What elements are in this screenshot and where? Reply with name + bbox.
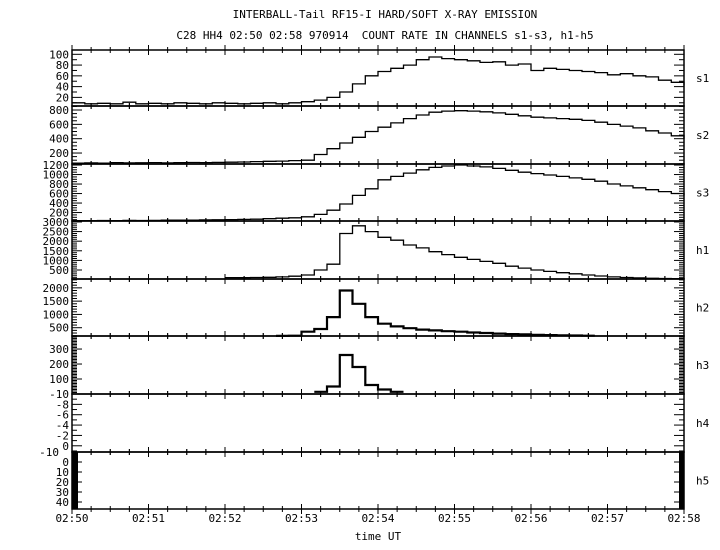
y-tick-label-s3: 200 bbox=[49, 207, 69, 220]
y-tick-label-h4: -6 bbox=[56, 409, 69, 422]
y-tick-label-h1: 1500 bbox=[43, 245, 70, 258]
y-tick-label-h1: 2000 bbox=[43, 235, 70, 248]
y-tick-label-h5: -10 bbox=[39, 446, 59, 459]
panel-frame-h1 bbox=[71, 220, 685, 280]
x-tick-label: 02:57 bbox=[591, 512, 624, 525]
channel-label-h5: h5 bbox=[696, 475, 709, 488]
y-tick-label-s2: 600 bbox=[49, 118, 69, 131]
channel-label-h3: h3 bbox=[696, 359, 709, 372]
y-tick-label-h1: 2500 bbox=[43, 226, 70, 239]
y-tick-label-h2: 500 bbox=[49, 322, 69, 335]
y-tick-label-s2: 800 bbox=[49, 104, 69, 117]
y-tick-label-h4: 0 bbox=[62, 440, 69, 453]
edge-bar-right-h5 bbox=[679, 452, 684, 509]
y-tick-label-h2: 2000 bbox=[43, 282, 70, 295]
x-tick-label: 02:54 bbox=[361, 512, 394, 525]
x-tick-label: 02:50 bbox=[55, 512, 88, 525]
x-tick-label: 02:58 bbox=[667, 512, 700, 525]
channel-label-h4: h4 bbox=[696, 417, 710, 430]
y-tick-label-h5: 20 bbox=[56, 476, 69, 489]
x-tick-label: 02:52 bbox=[208, 512, 241, 525]
channel-label-h1: h1 bbox=[696, 244, 709, 257]
y-tick-label-h3: 300 bbox=[49, 343, 69, 356]
series-line-h1 bbox=[225, 225, 685, 280]
channel-label-s2: s2 bbox=[696, 129, 709, 142]
x-axis-label: time UT bbox=[355, 530, 402, 543]
y-tick-label-s3: 1200 bbox=[43, 159, 70, 172]
y-tick-label-h3: 200 bbox=[49, 358, 69, 371]
y-tick-label-h4: -8 bbox=[56, 398, 69, 411]
y-tick-label-s3: 800 bbox=[49, 178, 69, 191]
channel-label-s3: s3 bbox=[696, 187, 709, 200]
y-tick-label-h5: 10 bbox=[56, 466, 69, 479]
y-tick-label-s3: 400 bbox=[49, 197, 69, 210]
y-tick-label-h1: 1000 bbox=[43, 254, 70, 267]
edge-bar-left-h5 bbox=[72, 452, 78, 509]
series-line-s1 bbox=[72, 56, 685, 105]
y-tick-label-h5: 30 bbox=[56, 486, 69, 499]
y-tick-label-h5: 0 bbox=[62, 456, 69, 469]
panel-frame-s1 bbox=[71, 49, 685, 107]
y-tick-label-s3: 1000 bbox=[43, 169, 70, 182]
x-tick-label: 02:55 bbox=[438, 512, 471, 525]
y-tick-label-s2: 400 bbox=[49, 133, 69, 146]
y-tick-label-h1: 500 bbox=[49, 264, 69, 277]
chart-subtitle: C28 HH4 02:50 02:58 970914 COUNT RATE IN… bbox=[176, 29, 594, 42]
panel-frame-s3 bbox=[71, 163, 685, 222]
series-line-s2 bbox=[72, 110, 685, 164]
y-tick-label-h4: -4 bbox=[56, 419, 70, 432]
y-tick-label-h1: 3000 bbox=[43, 216, 70, 229]
series-line-s3 bbox=[72, 164, 685, 222]
x-tick-label: 02:56 bbox=[514, 512, 547, 525]
series-line-h3 bbox=[314, 353, 404, 393]
y-tick-label-h5: 40 bbox=[56, 496, 69, 509]
y-tick-label-s1: 40 bbox=[56, 81, 69, 94]
panel-frame-h5 bbox=[71, 451, 685, 510]
y-tick-label-s1: 60 bbox=[56, 70, 69, 83]
y-tick-label-s2: 200 bbox=[49, 147, 69, 160]
series-line-h2 bbox=[276, 289, 595, 337]
x-tick-label: 02:53 bbox=[285, 512, 318, 525]
y-tick-label-h3: 100 bbox=[49, 373, 69, 386]
y-tick-label-h4: -2 bbox=[56, 429, 69, 442]
x-tick-label: 02:51 bbox=[132, 512, 165, 525]
y-tick-label-s1: 100 bbox=[49, 48, 69, 61]
panel-frame-h4 bbox=[71, 393, 685, 453]
y-tick-label-h2: 1000 bbox=[43, 308, 70, 321]
y-tick-label-h4: -10 bbox=[49, 388, 69, 401]
chart-title: INTERBALL-Tail RF15-I HARD/SOFT X-RAY EM… bbox=[232, 8, 538, 21]
channel-label-s1: s1 bbox=[696, 72, 709, 85]
y-tick-label-s1: 20 bbox=[56, 91, 69, 104]
y-tick-label-h2: 1500 bbox=[43, 295, 70, 308]
channel-label-h2: h2 bbox=[696, 302, 709, 315]
y-tick-label-s3: 600 bbox=[49, 188, 69, 201]
panel-frame-h2 bbox=[71, 278, 685, 337]
panel-frame-s2 bbox=[71, 105, 685, 165]
y-tick-label-s1: 80 bbox=[56, 59, 69, 72]
